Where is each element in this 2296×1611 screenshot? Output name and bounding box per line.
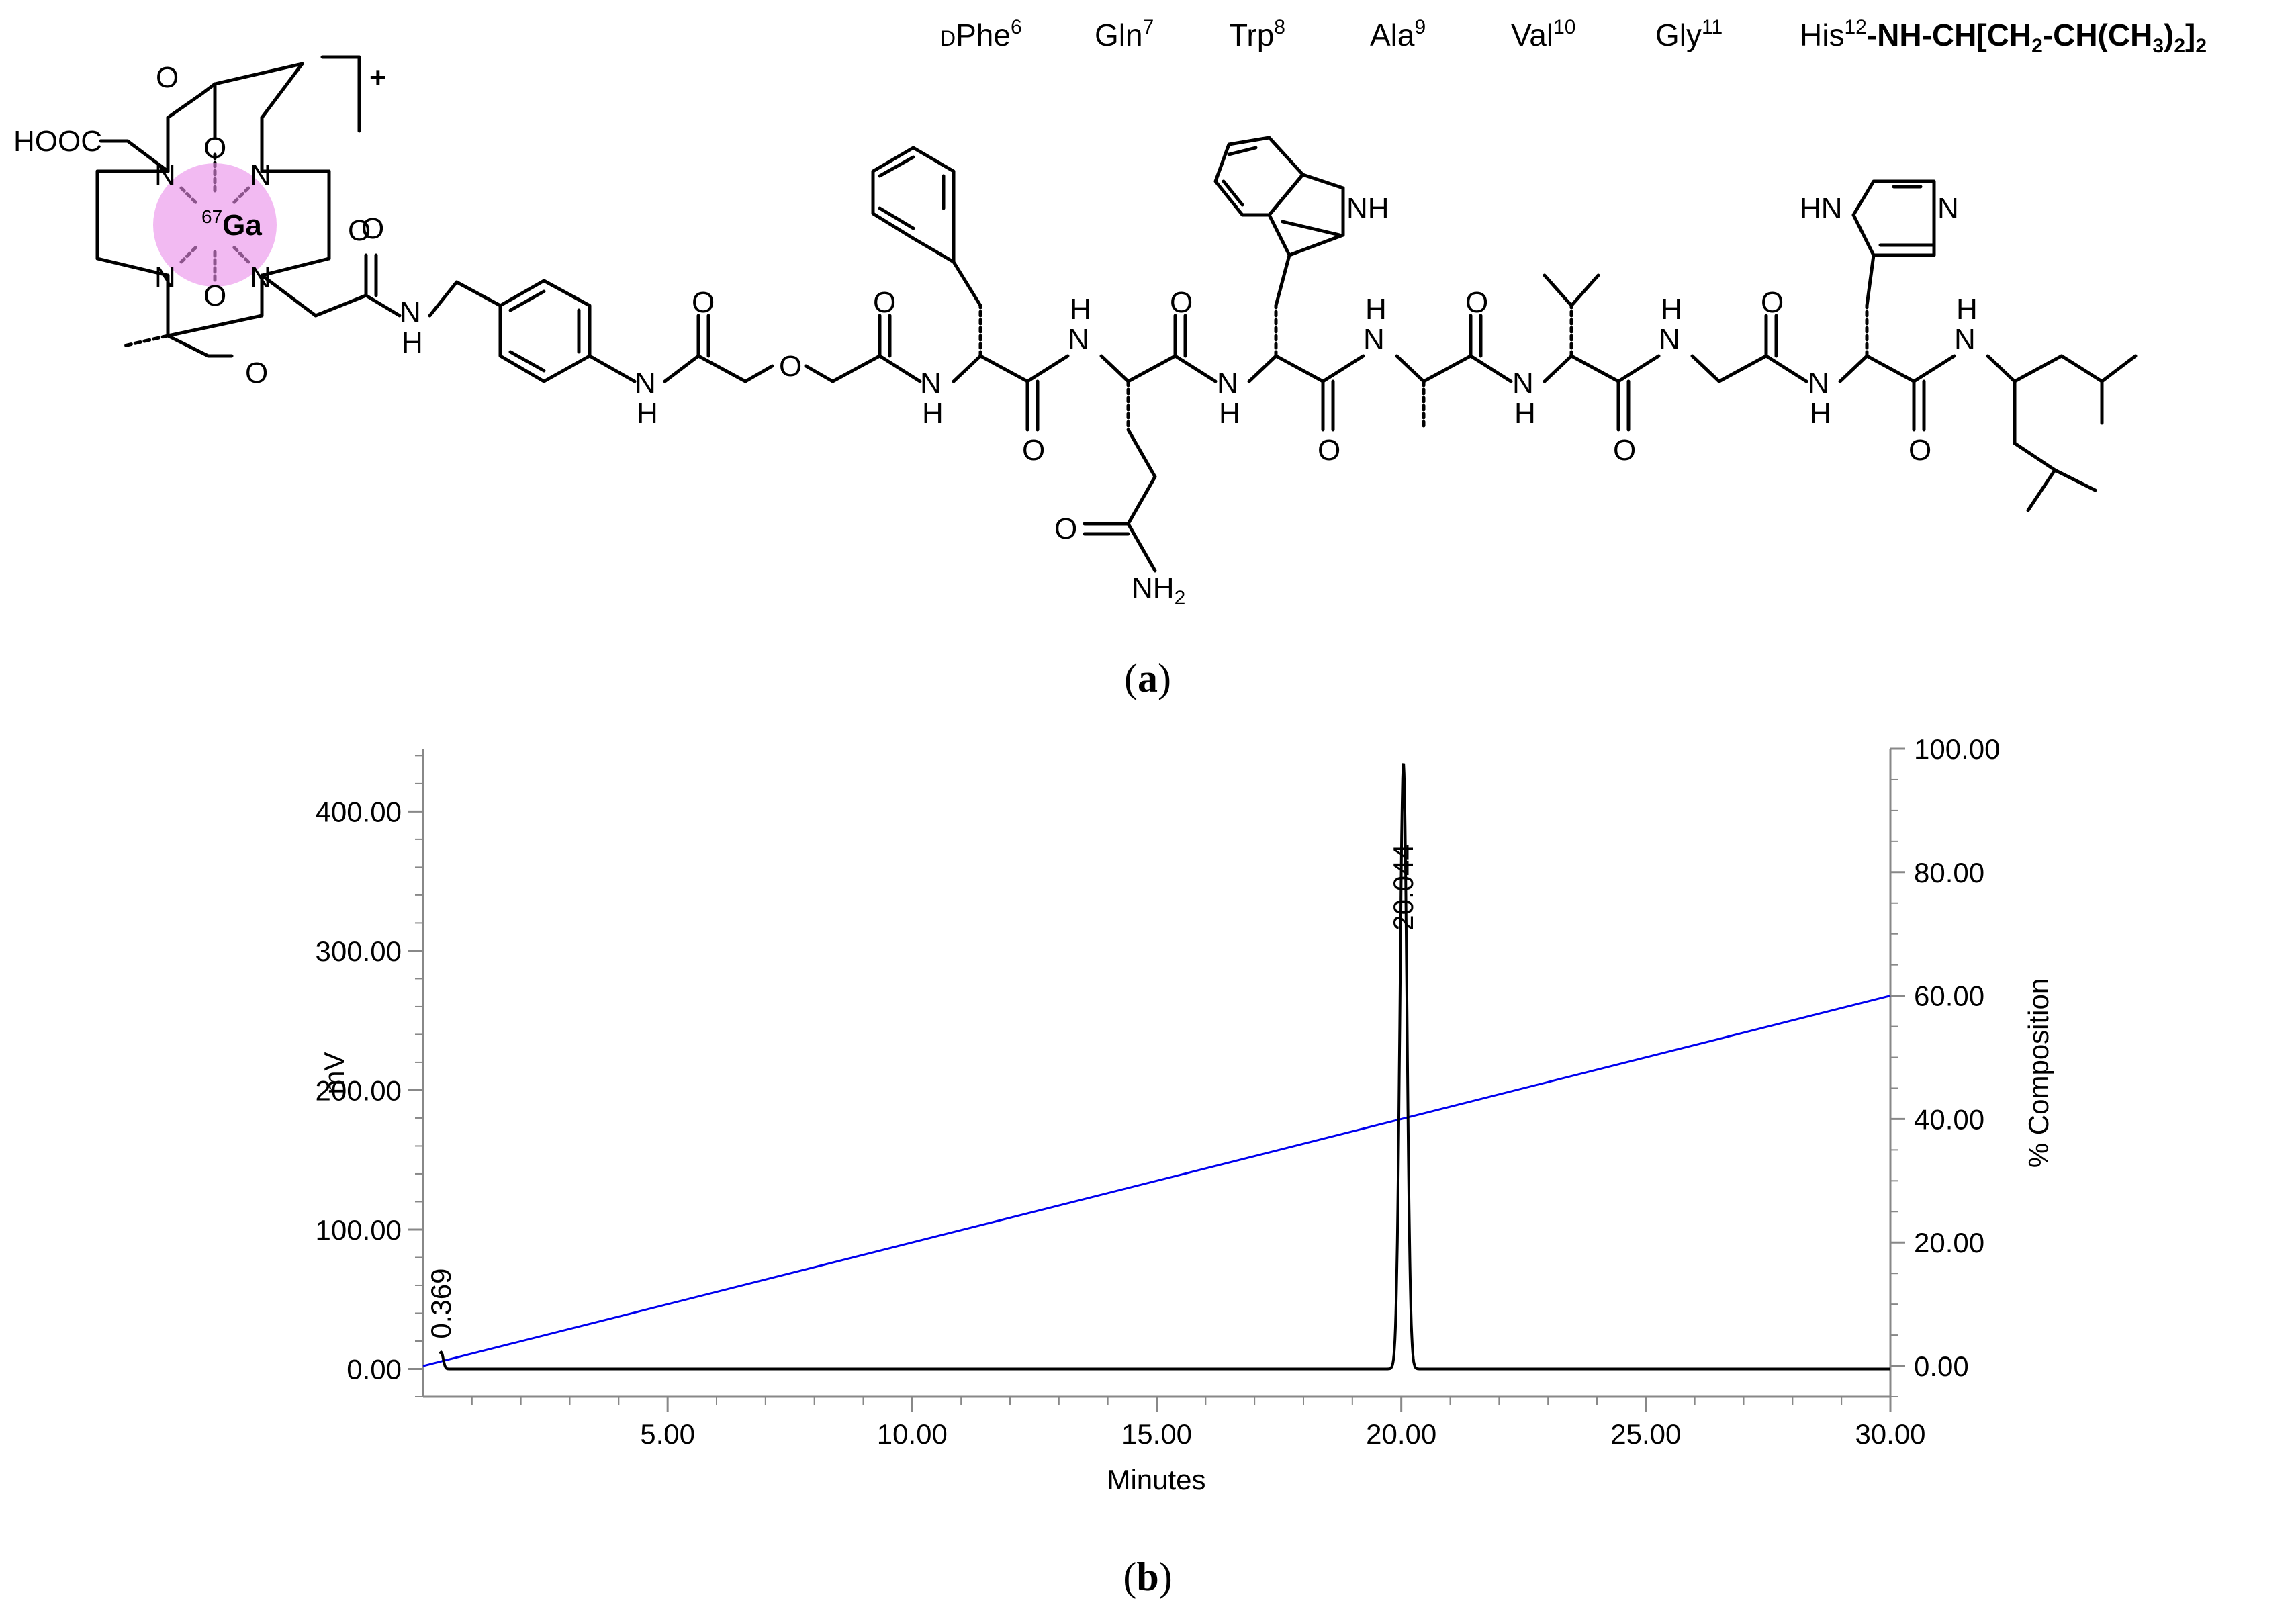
x-tick-label: 15.00: [1121, 1418, 1192, 1450]
peak-label: 20.044: [1387, 844, 1419, 930]
o-label: O: [1613, 434, 1636, 467]
h-label: H: [1956, 293, 1978, 326]
indole-nh-label: NH: [1346, 192, 1389, 225]
chart-ticks: 5.00 10.00 15.00 20.00 25.00 30.00 0.00 100.00 2…: [316, 733, 2001, 1450]
residue-dphe: DPhe6: [940, 16, 1022, 52]
o-label: O: [1761, 286, 1784, 319]
h-label: H: [1219, 397, 1240, 430]
x-tick-label: 20.00: [1366, 1418, 1436, 1450]
nh2-label: NH2: [1132, 571, 1185, 609]
residue-gln: Gln7: [1095, 16, 1154, 52]
peptide-atom-labels: O N H N H O O O N H O N H O NH2 O N H NH…: [348, 192, 1978, 609]
residue-his-c-terminus: His12-NH-CH[CH2-CH(CH3)2]2: [1800, 16, 2207, 57]
chart-peak-labels: 0.369 20.044: [425, 844, 1419, 1338]
o-label: O: [156, 61, 179, 94]
panel-b-label: (b): [1123, 1555, 1172, 1599]
y-axis-title: mV: [318, 1052, 350, 1095]
x-tick-label: 5.00: [640, 1418, 695, 1450]
residue-trp: Trp8: [1229, 16, 1285, 52]
o-label: O: [1318, 434, 1340, 467]
x-tick-label: 30.00: [1855, 1418, 1925, 1450]
h-label: H: [1514, 397, 1536, 430]
nh-label: N: [920, 367, 942, 400]
x-tick-label: 10.00: [877, 1418, 948, 1450]
nh-label: N: [1808, 367, 1829, 400]
o-label: O: [1465, 286, 1488, 319]
charge-bracket: [320, 55, 361, 133]
o-label: O: [873, 286, 896, 319]
y2-tick-label: 60.00: [1914, 980, 1984, 1012]
o-label: O: [348, 214, 371, 247]
y2-tick-label: 20.00: [1914, 1227, 1984, 1258]
gallium-sphere: [153, 163, 277, 287]
gallium-label: 67Ga: [201, 206, 262, 242]
o-label: O: [361, 212, 384, 245]
nh-label: N: [1659, 323, 1680, 356]
o-label: O: [692, 286, 715, 319]
o-label: O: [1054, 512, 1077, 545]
gradient-composition-line: [422, 995, 1891, 1367]
nh-label: N: [400, 296, 421, 329]
y-tick-label: 200.00: [316, 1074, 402, 1106]
n-label: N: [154, 261, 176, 294]
h-label: H: [1365, 293, 1387, 326]
peak-label: 0.369: [425, 1268, 457, 1338]
y-tick-label: 0.00: [347, 1353, 402, 1385]
y2-tick-label: 0.00: [1914, 1350, 1969, 1382]
y-tick-label: 400.00: [316, 796, 402, 827]
nh-label: N: [1512, 367, 1534, 400]
sequence-header: DPhe6 Gln7 Trp8 Ala9 Val10 Gly11 His12-N…: [940, 16, 2207, 57]
nh-label: N: [1363, 323, 1385, 356]
o-label: O: [779, 350, 802, 383]
y2-axis-title: % Composition: [2023, 978, 2054, 1168]
residue-val: Val10: [1511, 16, 1575, 52]
h-label: H: [1810, 397, 1831, 430]
h-label: H: [637, 397, 658, 430]
nh-label: N: [635, 367, 656, 400]
x-axis-title: Minutes: [1107, 1464, 1205, 1495]
chart-series: [422, 763, 1891, 1371]
o-label: O: [1022, 434, 1045, 467]
nh-label: N: [1068, 323, 1089, 356]
peptide-backbone: [428, 136, 2138, 573]
y2-tick-label: 80.00: [1914, 857, 1984, 888]
x-tick-label: 25.00: [1610, 1418, 1681, 1450]
n-label: N: [154, 158, 176, 191]
o-label: O: [203, 132, 226, 165]
y-tick-label: 100.00: [316, 1214, 402, 1246]
hplc-chromatogram: 5.00 10.00 15.00 20.00 25.00 30.00 0.00 100.00 2…: [316, 733, 2054, 1495]
nh-label: N: [1217, 367, 1238, 400]
imidazole-n-label: N: [1937, 192, 1959, 225]
y2-tick-label: 40.00: [1914, 1103, 1984, 1135]
nh-label: N: [1954, 323, 1976, 356]
o-label: O: [1170, 286, 1193, 319]
hooc-label: HOOC: [13, 125, 102, 158]
charge-sign: +: [369, 61, 387, 94]
cage-atom-labels: HOOC N N N N O O O O O: [13, 61, 384, 389]
o-label: O: [1909, 434, 1931, 467]
n-label: N: [250, 158, 271, 191]
residue-ala: Ala9: [1370, 16, 1426, 52]
o-label: O: [245, 357, 268, 389]
y2-tick-label: 100.00: [1914, 733, 2000, 765]
chart-axes: [422, 749, 1892, 1398]
h-label: H: [402, 326, 423, 359]
panel-a-label: (a): [1124, 656, 1171, 700]
n-label: N: [250, 261, 271, 294]
ga-nota-cage: [95, 55, 402, 358]
h-label: H: [1070, 293, 1091, 326]
y-tick-label: 300.00: [316, 935, 402, 967]
o-label: O: [203, 279, 226, 312]
residue-gly: Gly11: [1655, 16, 1723, 52]
detector-trace: [439, 763, 1890, 1371]
imidazole-hn-label: HN: [1800, 192, 1843, 225]
h-label: H: [922, 397, 944, 430]
h-label: H: [1661, 293, 1682, 326]
